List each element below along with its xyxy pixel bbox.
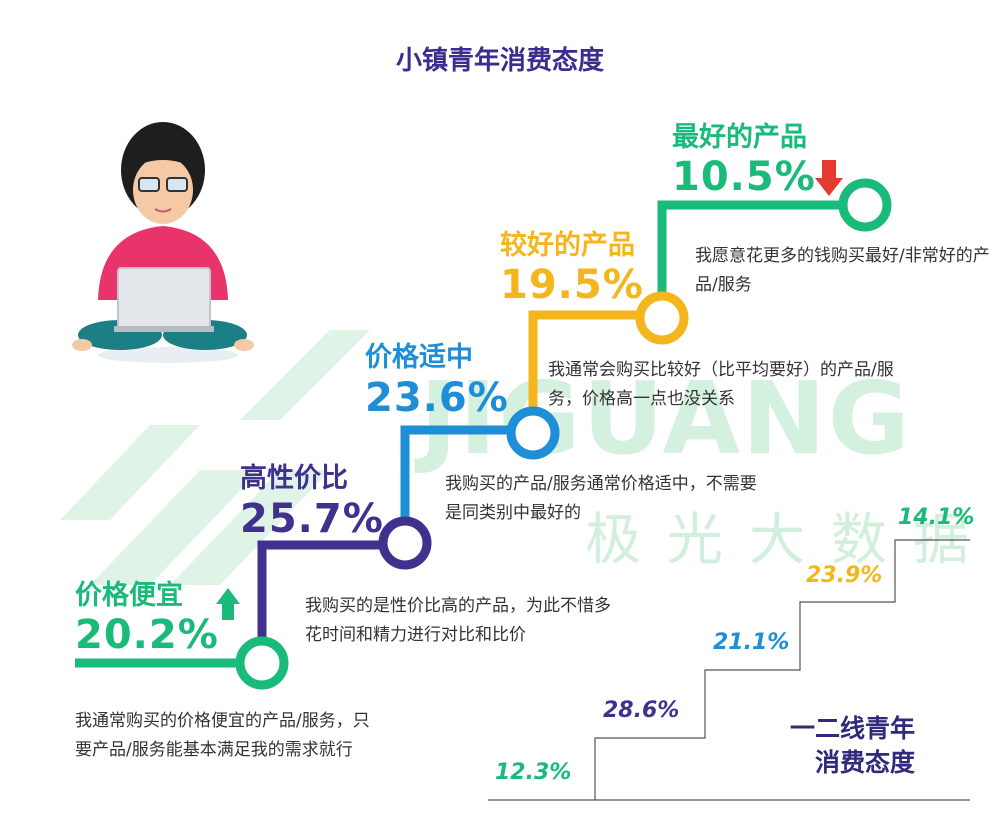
- right-pct-best: 14.1%: [898, 505, 975, 530]
- step-pct-value: 25.7%: [240, 496, 384, 542]
- step-line-value: [257, 540, 405, 663]
- step-node-value: [378, 516, 432, 570]
- legend-line-2: 消费态度: [815, 748, 916, 777]
- step-name-best: 最好的产品: [672, 122, 807, 153]
- up-arrow-icon: [216, 588, 240, 620]
- right-pct-better: 23.9%: [806, 563, 883, 588]
- watermark-logo: JIGUANG: [420, 360, 912, 477]
- step-pct-cheap: 20.2%: [75, 612, 219, 658]
- foot-left: [72, 339, 92, 351]
- step-desc-value: 我购买的是性价比高的产品，为此不惜多花时间和精力进行对比和比价: [305, 596, 611, 645]
- foot-right: [234, 339, 254, 351]
- step-line-mid: [400, 425, 533, 543]
- step-name-better: 较好的产品: [500, 230, 635, 261]
- step-name-cheap: 价格便宜: [75, 580, 183, 611]
- staircase-nodes: [235, 178, 892, 690]
- right-pct-cheap: 12.3%: [495, 760, 572, 785]
- right-pct-value: 28.6%: [603, 698, 680, 723]
- glasses-right: [166, 177, 188, 192]
- down-arrow-icon: [815, 160, 843, 196]
- step-line-better: [528, 310, 662, 433]
- step-desc-cheap: 我通常购买的价格便宜的产品/服务，只要产品/服务能基本满足我的需求就行: [75, 711, 370, 760]
- right-staircase: [488, 539, 970, 801]
- hair-fringe: [128, 140, 198, 170]
- step-node-mid: [506, 406, 560, 460]
- step-pct-mid: 23.6%: [365, 375, 509, 421]
- mouth: [154, 208, 172, 213]
- person-illustration: [72, 122, 254, 363]
- trend-arrows: [216, 160, 843, 620]
- face: [133, 156, 193, 224]
- floor-shadow: [98, 347, 238, 363]
- watermark-logo-icon: [60, 330, 370, 585]
- right-pct-mid: 21.1%: [713, 630, 790, 655]
- step-node-better: [635, 291, 689, 345]
- step-desc-best: 我愿意花更多的钱购买最好/非常好的产品/服务: [695, 246, 990, 295]
- step-pct-best: 10.5%: [672, 154, 816, 200]
- glasses-left: [138, 177, 160, 192]
- step-name-value: 高性价比: [240, 463, 348, 494]
- step-desc-mid: 我购买的产品/服务通常价格适中，不需要是同类别中最好的: [445, 474, 757, 523]
- staircase-lines: [75, 200, 865, 668]
- step-desc-better: 我通常会购买比较好（比平均要好）的产品/服务，价格高一点也没关系: [548, 360, 894, 409]
- step-node-best: [838, 178, 892, 232]
- step-node-cheap: [235, 636, 289, 690]
- legend-line-1: 一二线青年: [790, 714, 916, 743]
- right-stair-outline: [488, 539, 970, 801]
- step-line-best: [657, 200, 865, 318]
- step-name-mid: 价格适中: [365, 342, 473, 373]
- laptop-icon: [117, 267, 211, 331]
- step-pct-better: 19.5%: [500, 262, 644, 308]
- chart-title: 小镇青年消费态度: [395, 46, 604, 76]
- laptop-base: [114, 326, 214, 332]
- right-chart-legend: 一二线青年 消费态度: [790, 712, 915, 780]
